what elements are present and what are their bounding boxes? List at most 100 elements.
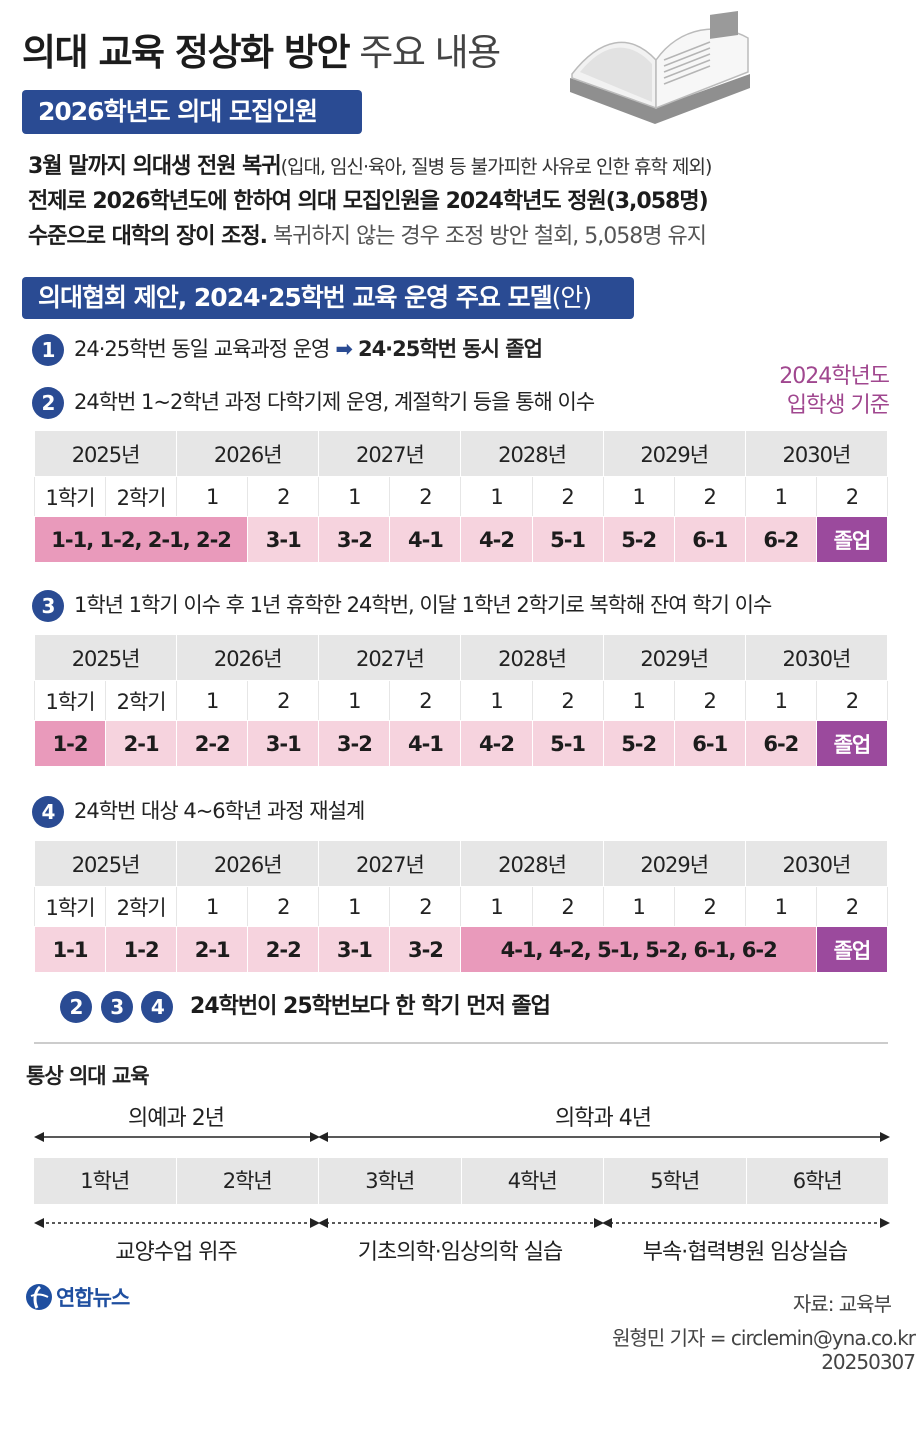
grade-cell: 4학년	[462, 1158, 604, 1204]
course-cell-merged: 4-1, 4-2, 5-1, 5-2, 6-1, 6-2	[460, 926, 817, 973]
semester-cell: 2	[247, 886, 320, 927]
admission-line-3: 수준으로 대학의 장이 조정. 복귀하지 않는 경우 조정 방안 철회, 5,0…	[28, 224, 707, 249]
course-cell: 5-2	[602, 516, 675, 563]
semester-cell: 1	[744, 886, 817, 927]
semester-cell: 1학기	[33, 886, 107, 927]
semester-cell: 1	[460, 886, 533, 927]
grade-cell: 3학년	[319, 1158, 462, 1204]
year-cell: 2025년	[33, 634, 178, 681]
semester-cell: 1	[176, 886, 249, 927]
semester-cell: 1	[460, 680, 533, 721]
standard-education-title: 통상 의대 교육	[26, 1064, 150, 1088]
section-pill-admission: 2026학년도 의대 모집인원	[22, 90, 362, 134]
number-badge: 3	[100, 991, 133, 1023]
phase-label: 교양수업 위주	[115, 1240, 237, 1265]
course-cell: 2-2	[247, 926, 320, 973]
course-cell: 6-2	[744, 720, 817, 767]
course-cell: 1-1, 1-2, 2-1, 2-2	[33, 516, 249, 563]
semester-cell: 2	[673, 886, 746, 927]
yonhap-logo-icon	[26, 1284, 52, 1310]
course-cell: 4-2	[460, 516, 533, 563]
model-item-1: 1 24·25학번 동일 교육과정 운영 ➡ 24·25학번 동시 졸업	[32, 333, 543, 366]
number-badge: 2	[60, 991, 92, 1023]
phase-label: 기초의학·임상의학 실습	[357, 1240, 563, 1265]
yonhap-logo: 연합뉴스	[24, 1282, 130, 1312]
year-cell: 2028년	[460, 840, 604, 887]
section-divider	[34, 1042, 888, 1044]
semester-cell: 2	[389, 476, 462, 517]
semester-cell: 1학기	[33, 680, 107, 721]
premed-label: 의예과 2년	[128, 1106, 225, 1131]
year-cell: 2027년	[318, 430, 462, 477]
course-cell: 3-2	[318, 720, 391, 767]
semester-cell: 1	[744, 680, 817, 721]
course-cell: 6-2	[744, 516, 817, 563]
semester-cell: 1	[318, 886, 391, 927]
semester-cell: 1	[744, 476, 817, 517]
year-cell: 2026년	[176, 430, 320, 477]
course-cell: 6-1	[673, 720, 746, 767]
phase-label: 부속·협력병원 임상실습	[642, 1240, 848, 1265]
course-cell: 3-1	[318, 926, 391, 973]
phase-arrows	[34, 1218, 890, 1228]
reporter-credit: 원형민 기자 = circlemin@yna.co.kr	[612, 1326, 916, 1350]
number-badge: 4	[32, 796, 64, 828]
admission-line-2: 전제로 2026학년도에 한하여 의대 모집인원을 2024학년도 정원(3,0…	[28, 189, 709, 214]
course-cell: 4-1	[389, 720, 462, 767]
med-label: 의학과 4년	[555, 1106, 652, 1131]
schedule-table-model-4: 2025년 2026년 2027년 2028년 2029년 2030년 1학기 …	[33, 840, 889, 973]
course-cell: 3-1	[247, 720, 320, 767]
semester-cell: 2	[389, 680, 462, 721]
model-item-4: 4 24학번 대상 4~6학년 과정 재설계	[32, 795, 365, 828]
graduation-cell: 졸업	[815, 720, 889, 767]
year-cell: 2028년	[460, 430, 604, 477]
period-arrows	[34, 1132, 890, 1142]
arrow-right-icon: ➡	[335, 337, 353, 361]
semester-cell: 1	[318, 476, 391, 517]
semester-cell: 2	[673, 476, 746, 517]
schedule-table-model-2: 2025년 2026년 2027년 2028년 2029년 2030년 1학기 …	[33, 430, 889, 563]
course-cell: 4-1	[389, 516, 462, 563]
section-pill-model: 의대협회 제안, 2024·25학번 교육 운영 주요 모델(안)	[22, 277, 634, 319]
course-cell: 5-2	[602, 720, 675, 767]
year-cell: 2029년	[602, 840, 746, 887]
course-cell: 6-1	[673, 516, 746, 563]
source-credit: 자료: 교육부	[792, 1292, 892, 1316]
semester-cell: 2	[531, 476, 604, 517]
grade-cell: 5학년	[604, 1158, 747, 1204]
number-badge: 1	[32, 334, 64, 366]
course-cell: 3-1	[247, 516, 320, 563]
year-cell: 2027년	[318, 840, 462, 887]
number-badge: 2	[32, 387, 64, 419]
year-cell: 2029년	[602, 634, 746, 681]
model-item-3: 3 1학년 1학기 이수 후 1년 휴학한 24학번, 이달 1학년 2학기로 복…	[32, 589, 772, 622]
basis-note: 2024학년도 입학생 기준	[779, 364, 890, 418]
semester-cell: 2	[531, 680, 604, 721]
grade-cell: 6학년	[792, 1169, 843, 1193]
course-cell: 4-2	[460, 720, 533, 767]
book-icon	[570, 10, 750, 124]
schedule-table-model-3: 2025년 2026년 2027년 2028년 2029년 2030년 1학기 …	[33, 634, 889, 767]
graduation-cell: 졸업	[815, 926, 889, 973]
grade-cell: 2학년	[177, 1158, 319, 1204]
early-graduation-summary: 2 3 4 24학번이 25학번보다 한 학기 먼저 졸업	[60, 988, 551, 1023]
semester-cell: 1	[602, 680, 675, 721]
semester-cell: 2학기	[105, 680, 178, 721]
semester-cell: 2학기	[105, 476, 178, 517]
semester-cell: 2	[247, 476, 320, 517]
course-cell: 5-1	[531, 720, 604, 767]
semester-cell: 1	[460, 476, 533, 517]
course-cell: 2-1	[105, 720, 178, 767]
grade-bar: 1학년 2학년 3학년 4학년 5학년 6학년	[34, 1158, 888, 1204]
course-cell: 1-1	[33, 926, 107, 973]
semester-cell: 2	[389, 886, 462, 927]
semester-cell: 2학기	[105, 886, 178, 927]
year-cell: 2030년	[744, 840, 889, 887]
semester-cell: 2	[815, 680, 889, 721]
number-badge: 3	[32, 590, 64, 622]
model-item-2: 2 24학번 1~2학년 과정 다학기제 운영, 계절학기 등을 통해 이수	[32, 386, 595, 419]
course-cell: 3-2	[318, 516, 391, 563]
page-title: 의대 교육 정상화 방안 주요 내용	[22, 31, 501, 74]
number-badge: 4	[141, 991, 174, 1023]
year-cell: 2028년	[460, 634, 604, 681]
